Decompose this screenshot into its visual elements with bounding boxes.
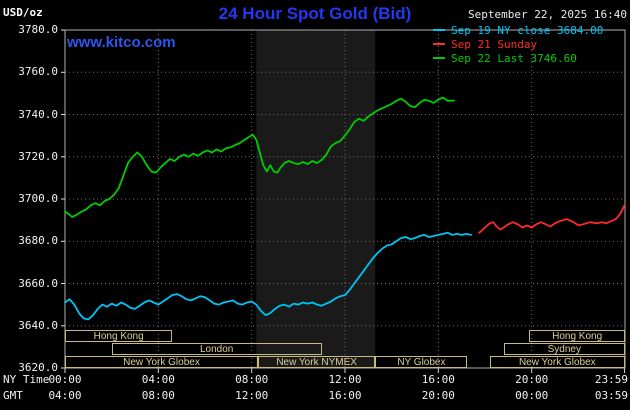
unit-label: USD/oz xyxy=(3,6,43,19)
series-line-sep19 xyxy=(64,231,472,321)
legend: Sep 19 NY close 3684.00 Sep 21 Sunday Sep … xyxy=(433,23,603,65)
session-box-ny-globex: NY Globex xyxy=(375,356,468,368)
legend-item-sep21: Sep 21 Sunday xyxy=(433,37,603,51)
y-axis-label: 3680.0 xyxy=(18,234,58,248)
chart-title: 24 Hour Spot Gold (Bid) xyxy=(218,4,412,23)
session-highlight-band xyxy=(256,30,376,368)
legend-item-sep22: Sep 22 Last 3746.60 xyxy=(433,51,603,65)
gmt-tick-label: 00:00 xyxy=(515,389,549,402)
y-axis-label: 3780.0 xyxy=(18,23,58,36)
y-axis-label: 3700.0 xyxy=(18,192,58,205)
y-axis-label: 3740.0 xyxy=(18,107,58,121)
session-box-hong-kong: Hong Kong xyxy=(65,330,173,342)
session-box-new-york-globex: New York Globex xyxy=(489,356,625,368)
series-line-sep22 xyxy=(64,96,455,218)
session-box-new-york-globex: New York Globex xyxy=(65,356,258,368)
datetime-label: September 22, 2025 16:40 xyxy=(468,8,627,21)
ny-time-axis-label: NY Time xyxy=(3,373,50,386)
ny-time-tick-label: 16:00 xyxy=(421,373,455,386)
series-line-sep21 xyxy=(478,204,626,234)
session-box-hong-kong: Hong Kong xyxy=(529,330,625,342)
y-axis-label: 3620.0 xyxy=(18,361,58,374)
gmt-tick-label: 08:00 xyxy=(141,389,175,402)
ny-time-tick-label: 20:00 xyxy=(515,373,549,386)
y-axis-label: 3720.0 xyxy=(18,149,58,163)
gmt-axis-label: GMT xyxy=(3,389,23,402)
ny-time-tick-label: 00:00 xyxy=(48,373,82,386)
ny-time-tick-label: 23:59 xyxy=(594,373,628,386)
legend-label: Sep 19 NY close 3684.00 xyxy=(451,23,604,37)
gmt-tick-label: 03:59 xyxy=(594,389,628,402)
legend-dash-icon xyxy=(433,57,445,59)
ny-time-tick-label: 12:00 xyxy=(328,373,362,386)
gmt-tick-label: 20:00 xyxy=(421,389,455,402)
y-axis-label: 3760.0 xyxy=(18,65,58,79)
legend-dash-icon xyxy=(433,43,445,45)
ny-time-tick-label: 08:00 xyxy=(235,373,269,386)
gmt-tick-label: 16:00 xyxy=(328,389,362,402)
legend-item-sep19: Sep 19 NY close 3684.00 xyxy=(433,23,603,37)
kitco-link[interactable]: www.kitco.com xyxy=(67,34,176,51)
plot-border xyxy=(64,29,626,369)
ny-time-tick-label: 04:00 xyxy=(141,373,175,386)
gmt-tick-label: 04:00 xyxy=(48,389,82,402)
session-box-new-york-nymex: New York NYMEX xyxy=(257,356,376,368)
legend-dash-icon xyxy=(433,29,445,31)
legend-label: Sep 21 Sunday xyxy=(451,37,538,51)
legend-label: Sep 22 Last 3746.60 xyxy=(451,51,577,65)
y-axis-label: 3660.0 xyxy=(18,276,58,290)
y-axis-label: 3640.0 xyxy=(18,318,58,332)
session-box-london: London xyxy=(111,343,322,355)
session-box-sydney: Sydney xyxy=(503,343,625,355)
gmt-tick-label: 12:00 xyxy=(235,389,269,402)
